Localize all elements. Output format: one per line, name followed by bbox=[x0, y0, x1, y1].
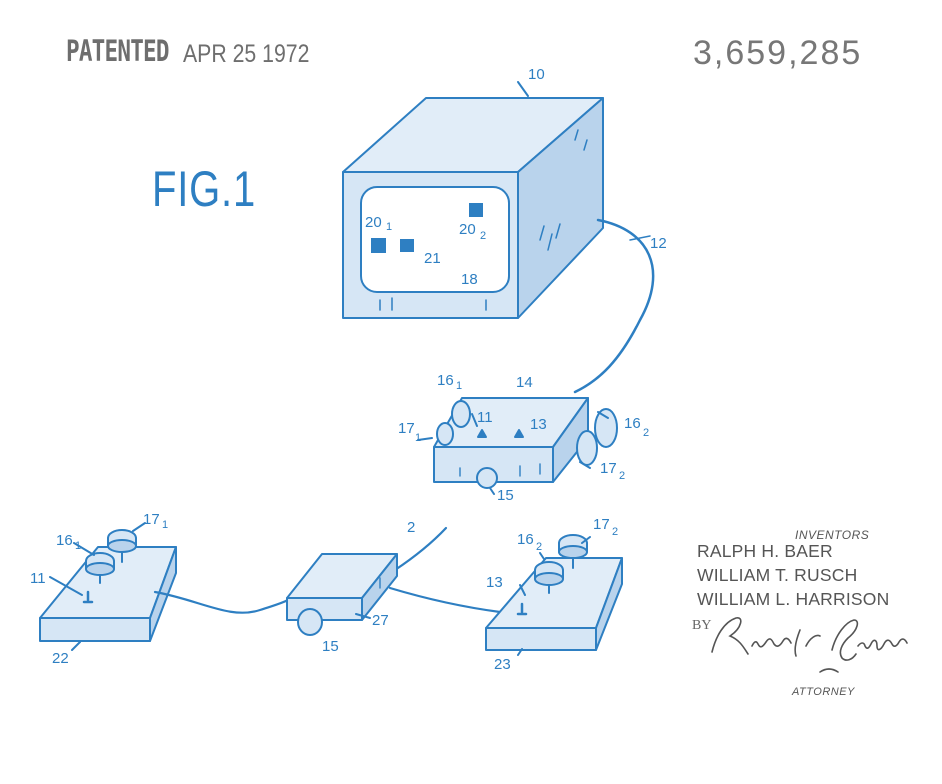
player-spot-2 bbox=[469, 203, 483, 217]
ref-16-1-sub: 1 bbox=[456, 380, 462, 392]
ref-16-2-sub: 2 bbox=[643, 427, 649, 439]
ref-16-1: 16 bbox=[437, 372, 454, 389]
knob-17-2 bbox=[577, 431, 597, 465]
ref-13-controller: 13 bbox=[486, 574, 503, 591]
ref-17-2-controller-sub: 2 bbox=[612, 526, 618, 538]
ref-27: 27 bbox=[372, 612, 389, 629]
inventor-name: WILLIAM L. HARRISON bbox=[697, 589, 889, 610]
ref-16-2-controller-sub: 2 bbox=[536, 541, 542, 553]
inventors-heading: INVENTORS bbox=[795, 528, 869, 542]
ref-16-1-controller: 16 bbox=[56, 532, 73, 549]
ref-11-controller: 11 bbox=[30, 570, 46, 587]
control-unit bbox=[434, 398, 617, 488]
ref-23: 23 bbox=[494, 656, 511, 673]
inventor-name: RALPH H. BAER bbox=[697, 541, 833, 562]
cable-2 bbox=[395, 528, 446, 570]
ref-18: 18 bbox=[461, 271, 478, 288]
ref-17-1-controller: 17 bbox=[143, 511, 160, 528]
ref-17-1-controller-sub: 1 bbox=[162, 519, 168, 531]
ref-20-1-sub: 1 bbox=[386, 221, 392, 233]
ref-20-2-sub: 2 bbox=[480, 230, 486, 242]
ref-17-2-sub: 2 bbox=[619, 470, 625, 482]
ref-16-2: 16 bbox=[624, 415, 641, 432]
ref-13: 13 bbox=[530, 416, 547, 433]
ref-12: 12 bbox=[650, 235, 667, 252]
ref-20-2: 20 bbox=[459, 221, 476, 238]
ref-16-2-controller: 16 bbox=[517, 531, 534, 548]
knob-16-2 bbox=[595, 409, 617, 447]
ref-17-2-controller: 17 bbox=[593, 516, 610, 533]
attorney-signature bbox=[712, 618, 907, 672]
by-label: BY bbox=[692, 618, 711, 634]
ref-21: 21 bbox=[424, 250, 441, 267]
ref-17-1-sub: 1 bbox=[415, 432, 421, 444]
hand-controller-23 bbox=[486, 535, 622, 650]
knob-15 bbox=[477, 468, 497, 488]
ref-15: 15 bbox=[497, 487, 514, 504]
ref-15-switch-box: 15 bbox=[322, 638, 339, 655]
ref-16-1-controller-sub: 1 bbox=[75, 540, 81, 552]
ref-14: 14 bbox=[516, 374, 533, 391]
ref-20-1: 20 bbox=[365, 214, 382, 231]
inventor-name: WILLIAM T. RUSCH bbox=[697, 565, 857, 586]
ref-17-2: 17 bbox=[600, 460, 617, 477]
player-spot-1 bbox=[371, 238, 386, 253]
knob-17-1 bbox=[437, 423, 453, 445]
ref-11: 11 bbox=[477, 409, 493, 426]
ref-22: 22 bbox=[52, 650, 69, 667]
attorney-label: ATTORNEY bbox=[792, 686, 855, 698]
ball-spot bbox=[400, 239, 414, 252]
ref-10: 10 bbox=[528, 66, 545, 83]
ref-17-1: 17 bbox=[398, 420, 415, 437]
knob-16-1 bbox=[452, 401, 470, 427]
ref-2: 2 bbox=[407, 519, 415, 536]
knob-15-switch-box bbox=[298, 609, 322, 635]
